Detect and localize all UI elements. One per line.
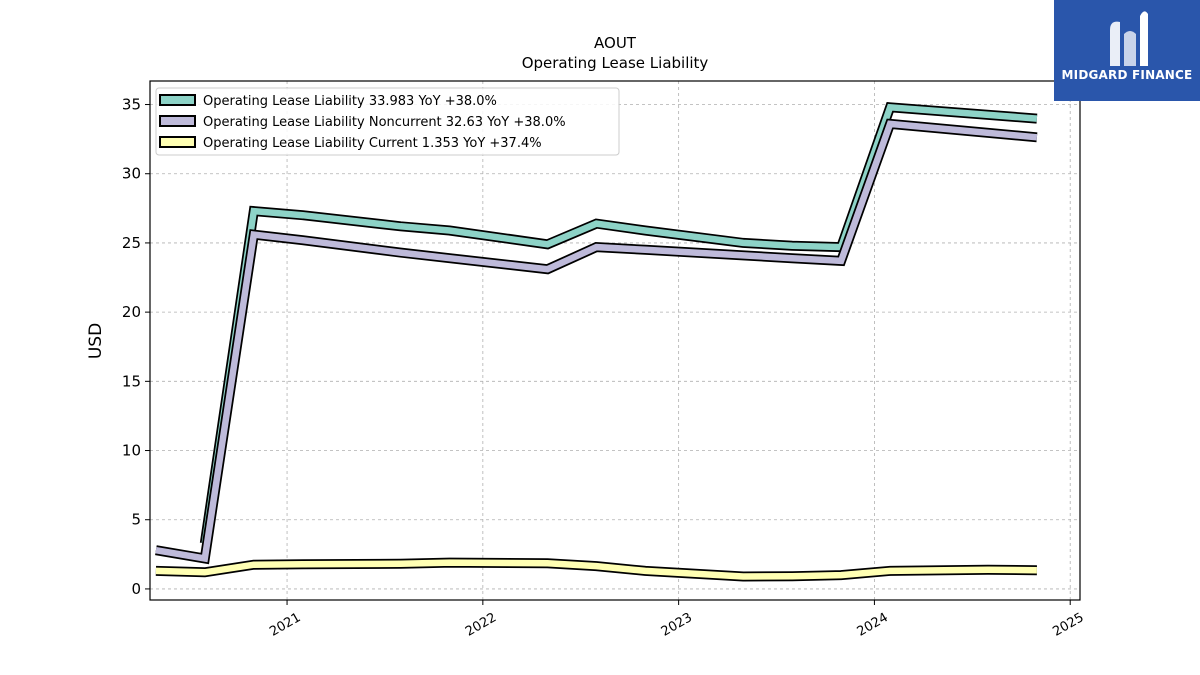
- series-line-operating-lease-liability: [201, 103, 1038, 544]
- legend-label: Operating Lease Liability 33.983 YoY +38…: [203, 94, 497, 109]
- y-tick-label: 30: [122, 165, 141, 183]
- series-layer: [155, 102, 1038, 582]
- x-tick-label: 2022: [463, 610, 499, 640]
- chart-title: AOUT: [594, 34, 637, 52]
- y-tick-label: 5: [131, 511, 141, 529]
- brand-logo: MIDGARD FINANCE: [1054, 0, 1200, 101]
- x-axis: 2021 2022 2023 2024 2025: [267, 600, 1087, 640]
- series-line-operating-lease-liability-current: [155, 559, 1037, 580]
- legend: Operating Lease Liability 33.983 YoY +38…: [155, 87, 620, 156]
- x-tick-label: 2025: [1050, 610, 1086, 640]
- legend-label: Operating Lease Liability Noncurrent 32.…: [203, 115, 566, 130]
- series-line-operating-lease-liability-noncurrent: [155, 120, 1038, 563]
- y-tick-label: 15: [122, 372, 141, 390]
- grid: [150, 81, 1080, 600]
- plot-frame: [149, 80, 1081, 601]
- y-tick-label: 25: [122, 234, 141, 252]
- logo-mark-icon: [1110, 11, 1148, 66]
- y-tick-label: 10: [122, 442, 141, 460]
- legend-swatch: [159, 115, 196, 127]
- series-outline-operating-lease-liability-noncurrent: [155, 118, 1038, 565]
- legend-box: [155, 87, 620, 156]
- y-tick-label: 0: [131, 580, 141, 598]
- series-outline-operating-lease-liability: [199, 102, 1038, 545]
- y-tick-label: 35: [122, 96, 141, 114]
- chart-subtitle: Operating Lease Liability: [522, 54, 709, 72]
- y-axis-label: USD: [86, 323, 106, 359]
- x-tick-label: 2021: [267, 610, 303, 640]
- legend-label: Operating Lease Liability Current 1.353 …: [203, 136, 542, 151]
- logo-text: MIDGARD FINANCE: [1061, 68, 1193, 82]
- x-tick-label: 2024: [855, 610, 891, 640]
- legend-swatch: [159, 94, 196, 106]
- x-tick-label: 2023: [659, 610, 695, 640]
- y-tick-label: 20: [122, 303, 141, 321]
- y-axis: 0 5 10 15 20 25 30 35: [122, 96, 150, 598]
- legend-swatch: [159, 136, 196, 148]
